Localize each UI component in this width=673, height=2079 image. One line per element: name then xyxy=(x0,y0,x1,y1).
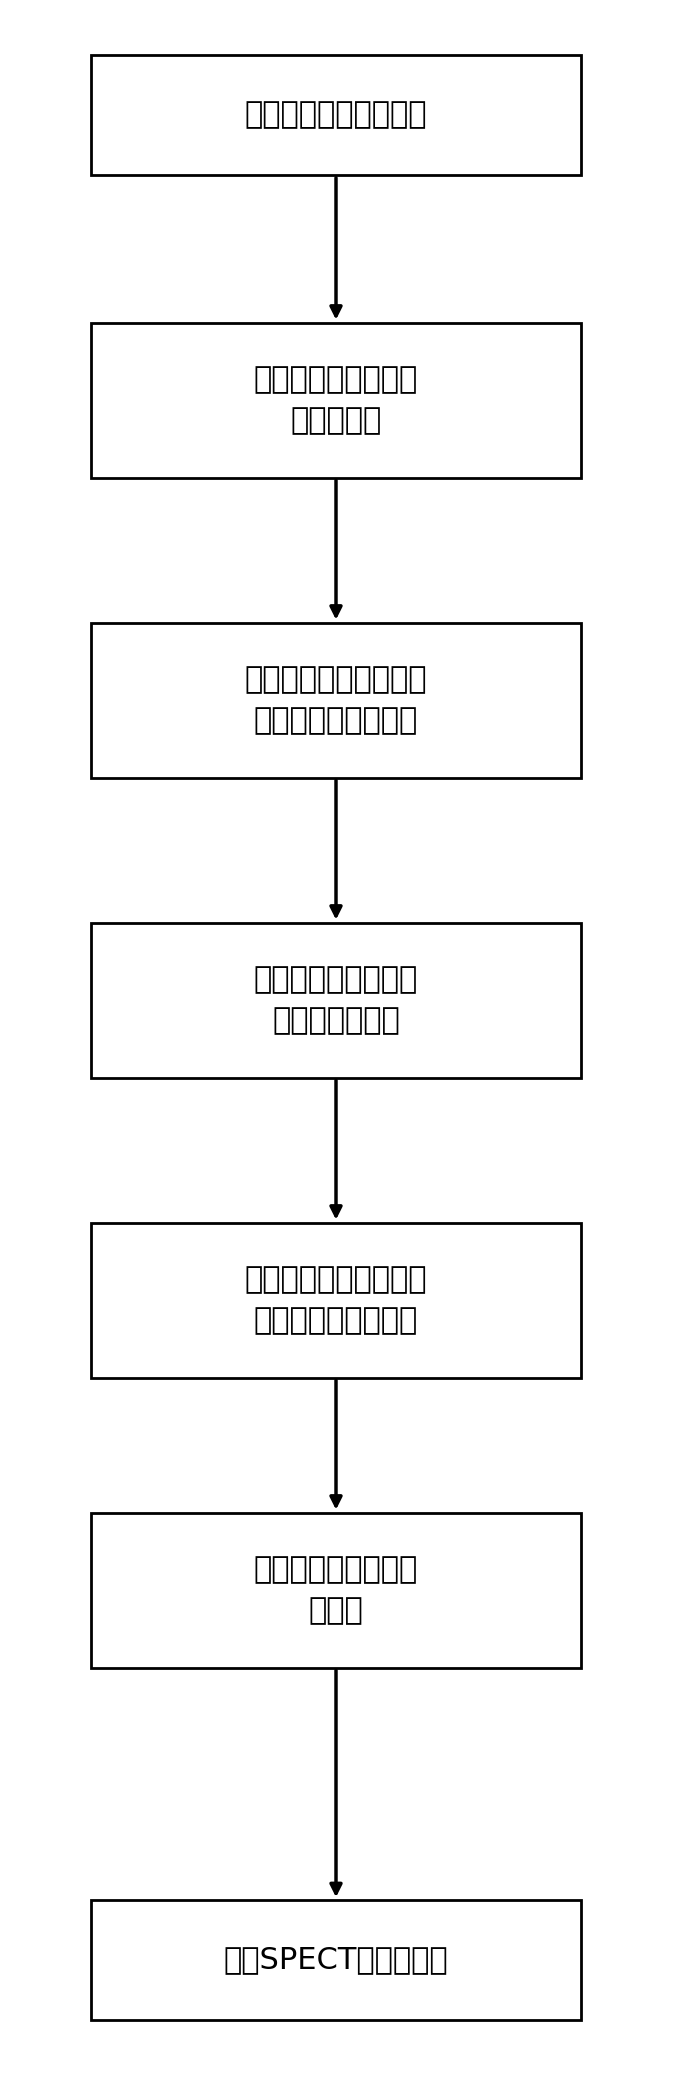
Text: 计算甲状腺平面显像图
的感兴趣区域的面积: 计算甲状腺平面显像图 的感兴趣区域的面积 xyxy=(245,1266,427,1335)
Text: 计算甲状腺左右半叶
最长径: 计算甲状腺左右半叶 最长径 xyxy=(254,1555,418,1626)
Bar xyxy=(91,54,581,175)
Bar xyxy=(91,622,581,778)
Text: 对灰度化后的甲状腺平
面显像图进行二值化: 对灰度化后的甲状腺平 面显像图进行二值化 xyxy=(245,665,427,734)
Text: 提取甲状腺平面显像
图的感兴趣区域: 提取甲状腺平面显像 图的感兴趣区域 xyxy=(254,965,418,1035)
Text: 获得SPECT甲状腺重量: 获得SPECT甲状腺重量 xyxy=(223,1946,448,1975)
Text: 输入甲状腺平面显像图: 输入甲状腺平面显像图 xyxy=(245,100,427,129)
Bar xyxy=(91,1900,581,2021)
Bar xyxy=(91,923,581,1077)
Bar xyxy=(91,322,581,478)
Bar xyxy=(91,1514,581,1667)
Bar xyxy=(91,1222,581,1378)
Text: 对甲状腺平面显像图
进行灰度化: 对甲状腺平面显像图 进行灰度化 xyxy=(254,366,418,435)
